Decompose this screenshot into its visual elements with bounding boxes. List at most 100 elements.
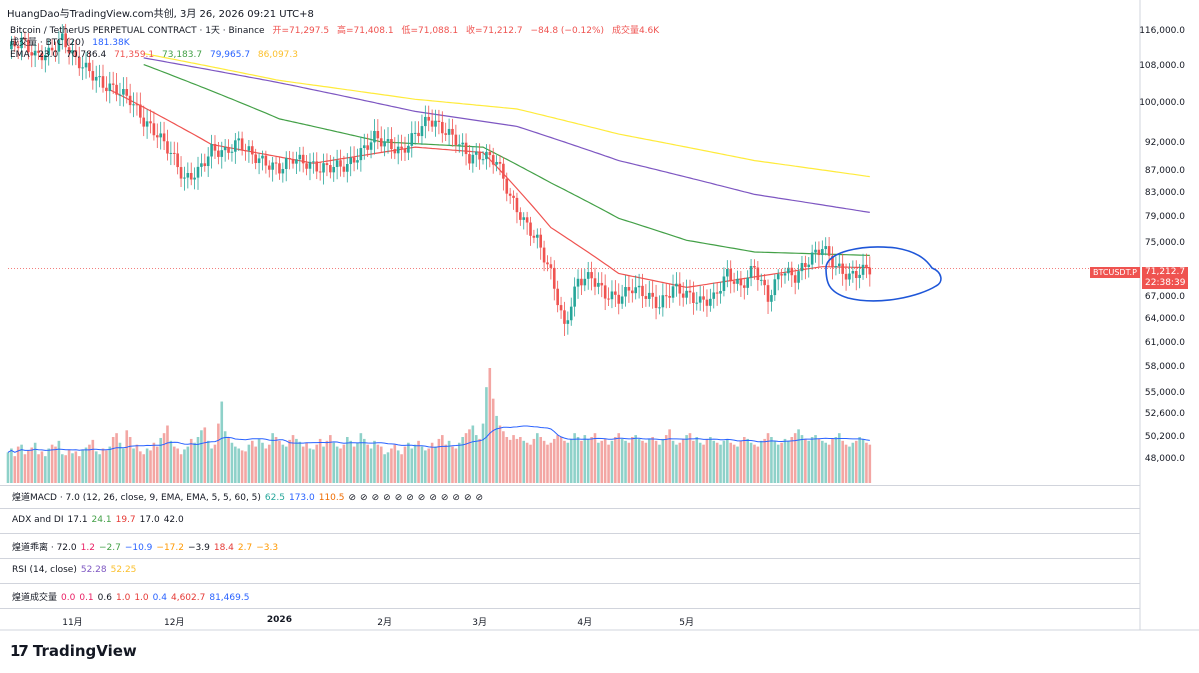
candle-body [94,76,98,81]
price-axis-tick: 92,000.0 [1144,138,1185,149]
candle-body [413,132,417,134]
volume-bar [529,444,532,483]
candle-body [122,89,125,95]
volume-bar [6,452,10,483]
candle-body [495,161,498,165]
indicator-name: 煌道成交量 [12,593,58,603]
candle-body [383,141,386,147]
volume-bar [379,446,383,483]
candle-body [539,234,543,248]
pane-separator[interactable] [0,558,1140,559]
candle-body [217,150,220,157]
volume-bar [631,437,634,483]
volume-bar [536,433,539,483]
candle-body [407,145,410,153]
price-axis-tick: 87,000.0 [1144,165,1185,176]
pane-separator[interactable] [0,508,1140,509]
pane-separator[interactable] [0,583,1140,584]
indicator-volume[interactable]: 煌道成交量 0.0 0.1 0.6 1.0 1.0 0.4 4,602.7 81,469.5 [12,590,253,603]
volume-bar [346,437,349,483]
volume-bar [410,448,414,483]
time-axis-tick: 12月 [164,618,185,628]
indicator-value: 0.6 [97,593,112,603]
candle-body [247,146,251,151]
ema100-line [143,57,870,213]
volume-bar [770,437,773,483]
candle-body [315,161,319,172]
volume-bar [315,444,319,483]
volume-bar [525,442,529,483]
indicator-name: RSI (14, close) [12,565,77,575]
volume-bar [94,451,98,483]
candle-body [536,234,539,238]
candle-body [532,235,536,238]
candle-body [597,282,600,287]
volume-ma-line [7,425,870,453]
volume-bar [627,442,631,483]
volume-bar [542,440,546,483]
volume-bar [329,435,332,483]
pane-separator[interactable] [0,533,1140,534]
candle-body [37,50,40,53]
indicator-value: −3.3 [256,543,279,553]
candle-body [281,168,285,174]
volume-bar [142,454,146,483]
volume-bar [230,442,234,483]
candle-body [346,164,349,172]
indicator-value: ⊘ [383,493,391,503]
volume-bar [620,438,624,483]
candle-body [634,287,638,294]
volume-bar [834,437,838,483]
volume-bar [797,429,800,483]
volume-bar [688,433,692,483]
volume-bar [844,444,848,483]
candle-body [108,83,112,92]
volume-bar [559,437,563,483]
price-axis-tick: 100,000.0 [1139,98,1185,109]
candle-body [193,177,196,180]
indicator-rsi[interactable]: RSI (14, close) 52.28 52.25 [12,565,140,575]
candle-body [393,149,397,154]
tradingview-logo[interactable]: 17 TradingView [10,642,137,660]
volume-bar [373,440,376,483]
indicator-value: ⊘ [463,493,472,503]
pane-separator[interactable] [0,608,1140,609]
volume-bar [508,439,512,483]
volume-bar [532,438,536,483]
candle-body [671,286,675,298]
volume-bar [203,427,207,483]
candle-body [312,161,315,163]
volume-bar [335,446,339,483]
indicator-adx[interactable]: ADX and DI 17.1 24.1 19.7 17.0 42.0 [12,515,188,525]
candle-body [223,147,227,151]
volume-bar [118,442,122,483]
candle-body [264,155,268,166]
volume-bar [641,440,644,483]
volume-bar [715,442,719,483]
volume-bar [787,440,790,483]
candle-body [607,298,610,300]
volume-bar [84,447,88,483]
candle-body [254,154,257,164]
price-axis-tick: 108,000.0 [1139,60,1185,71]
candle-body [692,292,695,303]
pane-separator[interactable] [0,485,1140,486]
volume-bar [597,442,600,483]
candle-body [474,151,478,155]
candle-body [403,148,407,153]
indicator-value: 173.0 [288,493,315,503]
volume-bar [780,442,783,483]
ema-value-200: 86,097.3 [257,50,298,60]
candle-body [10,41,13,50]
volume-bar [223,431,227,483]
volume-bar [692,440,695,483]
candle-body [848,273,851,280]
candle-body [739,278,743,286]
indicator-bias[interactable]: 煌道乖离 · 72.0 1.2 −2.7 −10.9 −17.2 −3.9 18.4 2.7−… [12,540,282,553]
indicator-macd[interactable]: 煌道MACD · 7.0 (12, 26, close, 9, EMA, EMA… [12,490,487,503]
indicator-value: 110.5 [318,493,345,503]
ema200-line [143,52,870,178]
volume-bar [162,433,166,483]
volume-bar [196,437,200,483]
